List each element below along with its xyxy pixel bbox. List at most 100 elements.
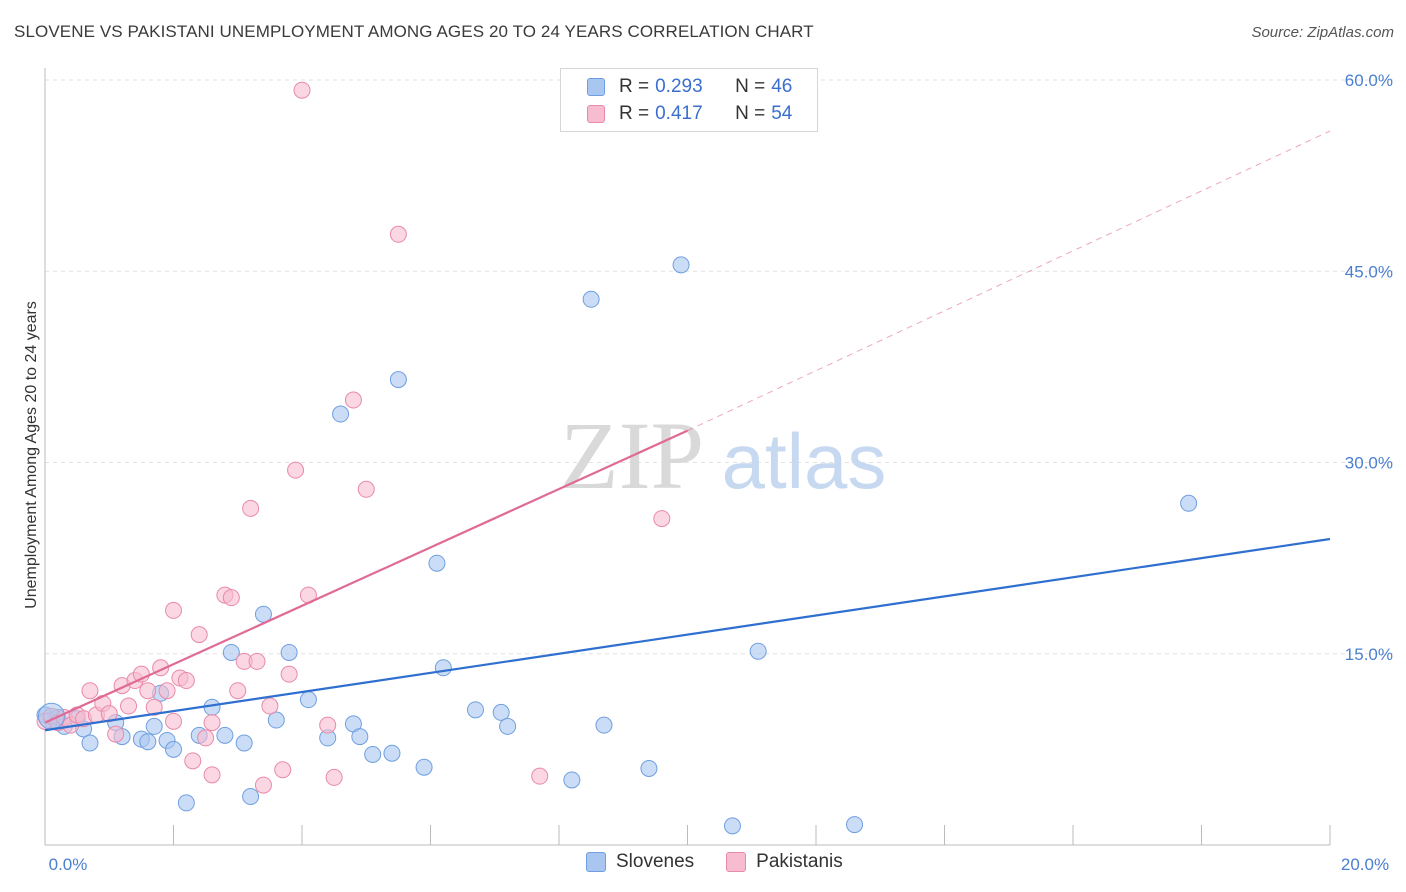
slovenes-point (1180, 494, 1198, 512)
slovenes-point (434, 659, 452, 677)
slovenes-point (415, 758, 433, 776)
x-tick-label: 20.0% (1341, 855, 1389, 874)
data-points (36, 81, 1198, 835)
slovenes-point (466, 701, 484, 719)
pakistanis-point (139, 682, 157, 700)
pakistanis-point (293, 81, 311, 99)
pakistanis-point (531, 767, 549, 785)
legend-row-pakistanis: R = 0.417 N = 54 (587, 102, 792, 126)
legend-r-label: R = (619, 76, 650, 97)
y-tick-label: 30.0% (1345, 454, 1393, 473)
legend-item-slovenes[interactable]: Slovenes (586, 851, 694, 873)
slovenes-point (235, 734, 253, 752)
x-tick-label: 0.0% (49, 855, 88, 874)
pakistanis-point (222, 589, 240, 607)
slovenes-point (280, 643, 298, 661)
pakistanis-point (190, 626, 208, 644)
trend-lines (44, 130, 1331, 732)
pakistanis-r-value: 0.417 (655, 103, 703, 124)
slovenes-point (165, 740, 182, 758)
pakistanis-legend-label: Pakistanis (756, 851, 843, 872)
pakistanis-point (319, 716, 337, 734)
tick-labels: 15.0% 30.0% 45.0% 60.0% 0.0% 20.0% (49, 71, 1393, 874)
y-tick-label: 15.0% (1345, 645, 1393, 664)
slovenes-point (723, 817, 741, 835)
slovenes-point (389, 371, 407, 389)
pakistanis-point (145, 698, 163, 716)
pakistanis-point (325, 768, 343, 786)
watermark-atlas: atlas (722, 417, 887, 505)
slovenes-point (640, 760, 658, 777)
pakistanis-point (81, 682, 99, 700)
pakistanis-point (229, 682, 247, 700)
pakistanis-point (203, 714, 221, 732)
correlation-legend: R = 0.293 N = 46 R = 0.417 N = 54 (560, 68, 818, 132)
zipatlas-watermark: ZIP atlas (560, 402, 886, 509)
slovenes-point (267, 711, 285, 729)
slovenes-point (81, 734, 99, 752)
pakistanis-point (120, 697, 138, 715)
pakistanis-point (261, 697, 279, 715)
chart-source: Source: ZipAtlas.com (1251, 24, 1394, 41)
pakistanis-legend-swatch (726, 852, 747, 872)
series-legend: Slovenes Pakistanis (586, 851, 875, 873)
slovenes-point (177, 794, 195, 812)
pakistanis-point (177, 672, 195, 690)
slovenes-point (145, 717, 163, 735)
slovenes-point (595, 716, 613, 734)
pakistanis-point (197, 729, 215, 747)
slovenes-trend-line (44, 537, 1331, 732)
chart-title: SLOVENE VS PAKISTANI UNEMPLOYMENT AMONG … (14, 22, 814, 41)
y-axis-label: Unemployment Among Ages 20 to 24 years (23, 301, 40, 609)
pakistanis-point (107, 725, 125, 743)
grid-lines (45, 79, 1395, 655)
slovenes-point (364, 745, 382, 763)
pakistanis-point (344, 391, 362, 409)
legend-item-pakistanis[interactable]: Pakistanis (726, 851, 843, 873)
pakistanis-point (389, 225, 407, 243)
slovenes-n-value: 46 (771, 76, 793, 97)
legend-row-slovenes: R = 0.293 N = 46 (587, 75, 792, 99)
pakistanis-point (248, 652, 266, 670)
slovenes-point (672, 256, 690, 274)
slovenes-legend-swatch (586, 852, 606, 872)
slovenes-point (383, 744, 401, 762)
slovenes-point (492, 703, 510, 721)
pakistanis-point (184, 752, 202, 770)
slovenes-point (582, 290, 600, 308)
legend-n-label: N = (735, 76, 766, 97)
slovenes-point (216, 726, 234, 744)
slovenes-legend-label: Slovenes (616, 851, 695, 872)
slovenes-point (332, 405, 350, 423)
pakistanis-point (287, 461, 305, 479)
pakistanis-point (165, 601, 182, 619)
pakistanis-n-value: 54 (771, 103, 793, 124)
slovenes-point (351, 728, 369, 746)
slovenes-point (749, 642, 767, 660)
slovenes-point (499, 717, 517, 735)
slovenes-point (222, 643, 240, 661)
slovenes-swatch (587, 78, 605, 96)
slovenes-point (428, 554, 446, 572)
pakistanis-trend-line (44, 429, 688, 724)
pakistanis-point (274, 761, 292, 779)
pakistanis-point (653, 510, 671, 528)
slovenes-point (139, 733, 157, 751)
slovenes-point (299, 691, 317, 709)
y-tick-label: 60.0% (1345, 71, 1393, 90)
legend-r-label: R = (619, 103, 650, 124)
slovenes-point (242, 788, 260, 806)
pakistanis-swatch (587, 105, 605, 123)
pakistanis-point (158, 682, 176, 700)
pakistanis-trend-extension (687, 130, 1331, 432)
slovenes-r-value: 0.293 (655, 76, 703, 97)
y-tick-label: 45.0% (1345, 262, 1393, 281)
pakistanis-point (254, 776, 272, 794)
pakistanis-point (242, 499, 260, 517)
pakistanis-point (280, 665, 298, 683)
slovenes-point (846, 816, 864, 834)
pakistanis-point (357, 480, 375, 498)
legend-n-label: N = (735, 103, 766, 124)
pakistanis-point (165, 712, 182, 730)
